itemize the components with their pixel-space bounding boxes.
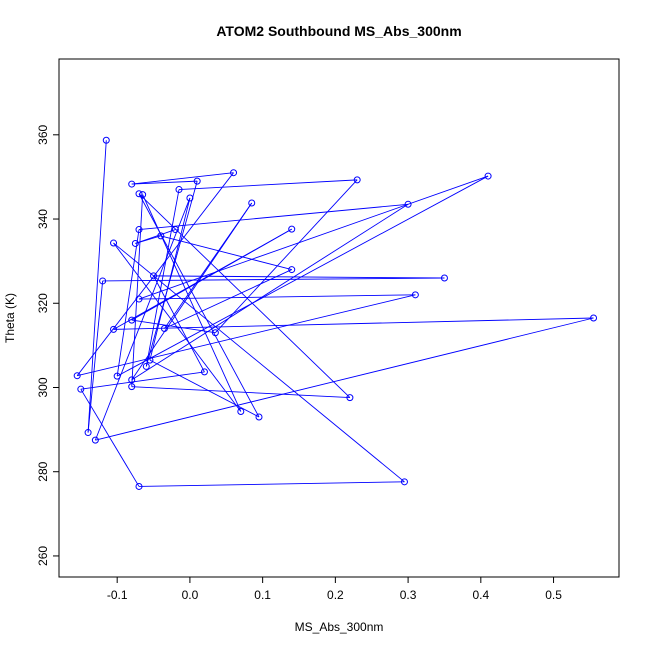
x-tick-label: 0.0 — [182, 588, 199, 602]
y-tick-label: 300 — [36, 377, 50, 397]
data-point — [73, 372, 81, 380]
series-segment — [113, 317, 594, 330]
data-point — [150, 272, 158, 280]
series-segment — [80, 388, 140, 487]
data-point — [175, 186, 183, 194]
series-segment — [145, 181, 198, 367]
chart-title: ATOM2 Southbound MS_Abs_300nm — [216, 23, 461, 39]
data-point — [186, 194, 194, 202]
series-segment — [138, 193, 351, 398]
data-point — [135, 190, 143, 198]
data-point — [353, 176, 361, 184]
data-point — [160, 325, 168, 333]
data-point — [288, 225, 296, 233]
data-point — [440, 274, 448, 282]
data-point — [237, 407, 245, 415]
data-point — [84, 429, 92, 437]
data-point — [142, 362, 150, 370]
x-tick-label: 0.5 — [545, 588, 562, 602]
series-segment — [131, 180, 198, 185]
x-tick-label: 0.3 — [400, 588, 417, 602]
series-segment — [76, 172, 234, 376]
data-point — [77, 385, 85, 393]
data-point — [110, 239, 118, 247]
series-segment — [131, 203, 409, 381]
data-point — [255, 413, 263, 421]
series-segment — [215, 179, 358, 334]
x-tick-label: -0.1 — [107, 588, 128, 602]
series-segment — [80, 371, 205, 390]
data-point — [346, 394, 354, 402]
series-segment — [116, 229, 140, 377]
series-segment — [160, 235, 292, 271]
series-segment — [131, 386, 350, 399]
x-axis-title: MS_Abs_300nm — [295, 620, 384, 634]
x-tick-label: 0.1 — [254, 588, 271, 602]
series-segment — [153, 275, 205, 373]
series-segment — [94, 197, 191, 441]
data-point — [484, 172, 492, 180]
series-segment — [116, 175, 489, 377]
series-segment — [138, 175, 489, 300]
series-segment — [164, 202, 253, 329]
y-axis-title: Theta (K) — [3, 293, 17, 343]
data-point — [193, 177, 201, 185]
data-point — [113, 372, 121, 380]
data-point — [157, 232, 165, 240]
series-segment — [149, 359, 260, 418]
data-point — [135, 226, 143, 234]
series-segment — [87, 280, 104, 433]
data-point — [110, 325, 118, 333]
data-point — [139, 191, 147, 199]
y-axis: 260 280 300 320 340 360 — [36, 124, 60, 566]
data-point — [411, 291, 419, 299]
data-point — [400, 478, 408, 486]
y-tick-label: 260 — [36, 546, 50, 566]
series-segment — [95, 317, 594, 441]
data-point — [128, 376, 136, 384]
data-point — [128, 383, 136, 391]
y-tick-label: 280 — [36, 461, 50, 481]
data-point — [404, 200, 412, 208]
series-layer — [73, 136, 598, 490]
data-point — [135, 295, 143, 303]
series-segment — [77, 294, 416, 377]
data-point — [248, 199, 256, 207]
series-segment — [138, 193, 260, 418]
series-segment — [138, 203, 409, 231]
x-axis: -0.1 0.0 0.1 0.2 0.3 0.4 0.5 — [107, 576, 562, 602]
data-point — [146, 356, 154, 364]
data-point — [102, 136, 110, 144]
data-point — [200, 368, 208, 376]
data-point — [288, 266, 296, 274]
series-segment — [131, 172, 234, 185]
data-point — [99, 277, 107, 285]
data-point — [211, 329, 219, 337]
series-segment — [131, 228, 292, 321]
series-segment — [178, 179, 358, 191]
series-segment — [138, 481, 405, 487]
data-point — [131, 239, 139, 247]
y-tick-label: 360 — [36, 124, 50, 144]
x-tick-label: 0.4 — [472, 588, 489, 602]
series-segment — [87, 140, 107, 433]
data-point — [91, 436, 99, 444]
series-segment — [145, 189, 180, 367]
data-point — [171, 226, 179, 234]
data-point — [590, 314, 598, 322]
series-segment — [135, 229, 176, 244]
data-point — [128, 180, 136, 188]
data-point — [230, 169, 238, 177]
x-tick-label: 0.2 — [327, 588, 344, 602]
y-tick-label: 320 — [36, 293, 50, 313]
data-point — [135, 482, 143, 490]
series-segment — [164, 269, 292, 329]
y-tick-label: 340 — [36, 209, 50, 229]
data-point — [128, 316, 136, 324]
